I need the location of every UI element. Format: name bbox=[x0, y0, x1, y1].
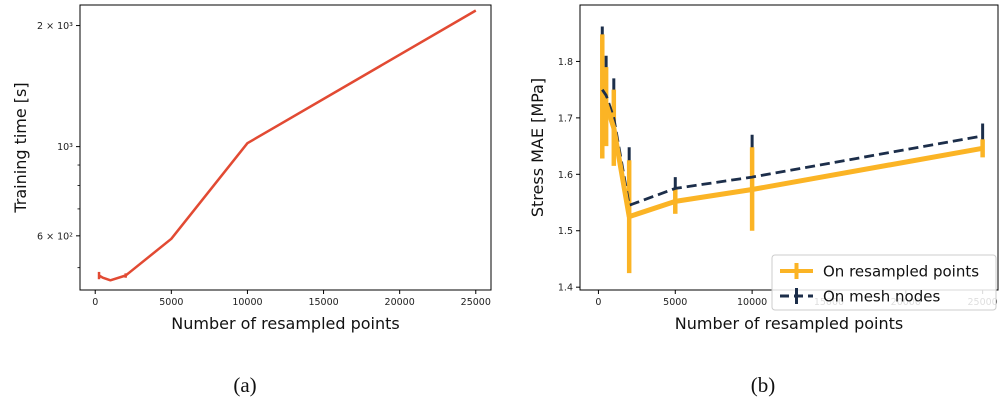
panel-a-x-ticks: 0 5000 10000 15000 20000 25000 bbox=[92, 290, 491, 308]
panel-a-series bbox=[97, 9, 477, 282]
legend-label-mesh: On mesh nodes bbox=[823, 288, 940, 306]
y-tick-label: 1.8 bbox=[558, 57, 573, 68]
panel-b-frame bbox=[579, 4, 999, 291]
x-tick-label: 10000 bbox=[232, 297, 262, 308]
y-tick-label: 1.4 bbox=[558, 283, 573, 294]
x-tick-label: 20000 bbox=[385, 297, 415, 308]
mesh-nodes-line bbox=[601, 88, 983, 207]
x-tick-label: 10000 bbox=[737, 297, 767, 308]
y-tick-label: 6 × 10² bbox=[37, 231, 73, 242]
panel-a: 0 5000 10000 15000 20000 25000 6 × 10² 10³ 2 × … bbox=[11, 4, 492, 397]
y-tick-label: 1.6 bbox=[558, 170, 573, 181]
legend-box bbox=[771, 254, 997, 311]
resampled-points-line bbox=[600, 95, 984, 220]
panel-a-x-label: Number of resampled points bbox=[171, 314, 400, 333]
x-tick-label: 15000 bbox=[308, 297, 338, 308]
panel-a-frame bbox=[79, 4, 492, 291]
panel-a-y-label: Training time [s] bbox=[11, 82, 30, 213]
panel-b-caption: (b) bbox=[751, 373, 776, 397]
x-tick-label: 0 bbox=[595, 297, 601, 308]
panel-b-x-label: Number of resampled points bbox=[675, 314, 904, 333]
legend-item-mesh: On mesh nodes bbox=[780, 288, 940, 306]
legend-label-resampled: On resampled points bbox=[823, 263, 979, 281]
x-tick-label: 25000 bbox=[461, 297, 491, 308]
y-tick-label: 1.5 bbox=[558, 226, 573, 237]
panel-b-series bbox=[600, 26, 985, 274]
panel-a-caption: (a) bbox=[233, 373, 256, 397]
training-time-line bbox=[98, 9, 477, 282]
legend-item-resampled: On resampled points bbox=[780, 263, 979, 281]
x-tick-label: 5000 bbox=[663, 297, 687, 308]
panel-a-y-ticks: 6 × 10² 10³ 2 × 10³ bbox=[37, 21, 80, 269]
y-tick-label: 1.7 bbox=[558, 113, 573, 124]
y-tick-label: 10³ bbox=[57, 142, 73, 153]
y-tick-label: 2 × 10³ bbox=[37, 21, 73, 32]
x-tick-label: 5000 bbox=[159, 297, 183, 308]
x-tick-label: 0 bbox=[92, 297, 98, 308]
panel-b-y-ticks: 1.4 1.5 1.6 1.7 1.8 bbox=[558, 57, 580, 294]
legend: On resampled points On mesh nodes bbox=[771, 254, 997, 311]
panel-b-y-label: Stress MAE [MPa] bbox=[528, 78, 547, 217]
